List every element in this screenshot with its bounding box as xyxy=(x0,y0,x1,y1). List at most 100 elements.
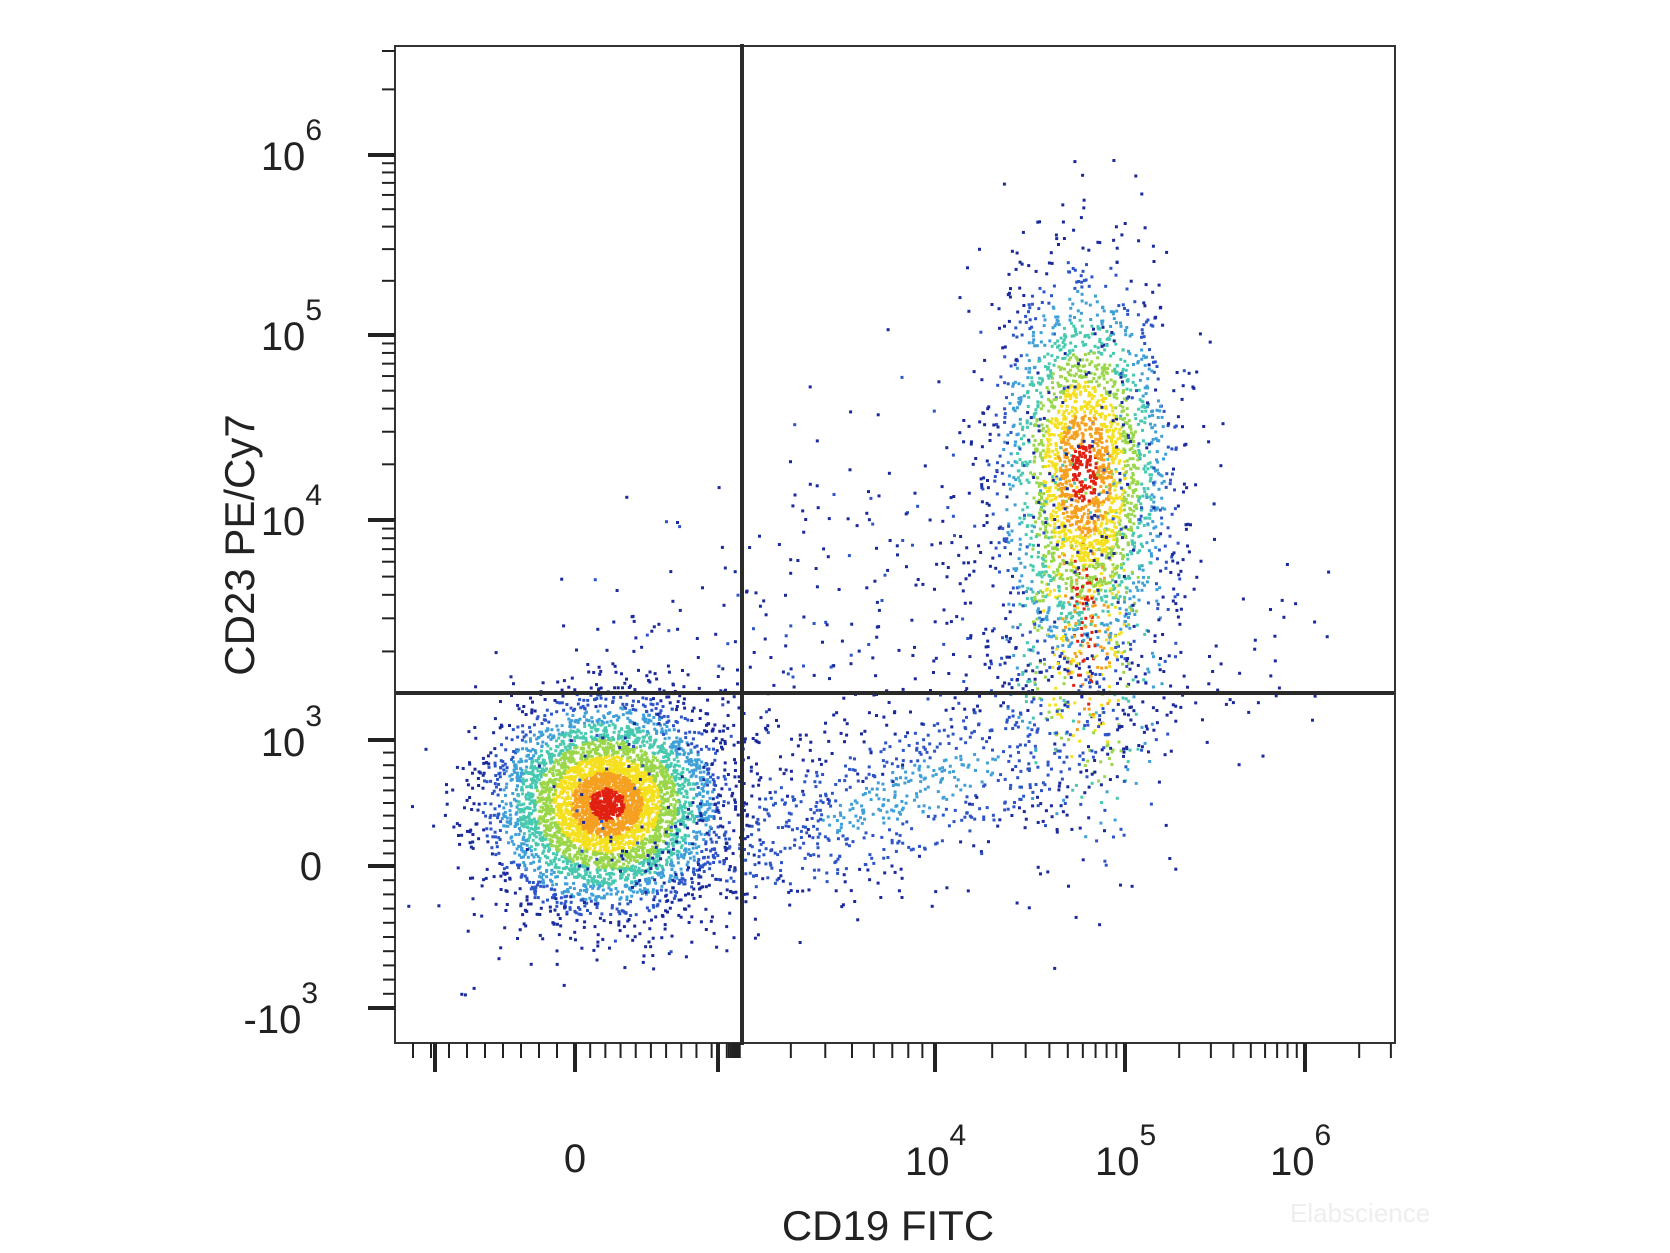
event-dot xyxy=(647,768,651,771)
event-dot xyxy=(707,829,711,833)
event-dot xyxy=(608,792,612,796)
event-dot xyxy=(529,902,533,906)
event-dot xyxy=(612,837,616,841)
event-dot xyxy=(636,834,640,838)
event-dot xyxy=(615,803,619,807)
event-dot xyxy=(695,868,699,872)
event-dot xyxy=(599,669,603,673)
event-dot xyxy=(633,870,637,874)
event-dot xyxy=(715,806,719,810)
event-dot xyxy=(621,707,625,711)
event-dot xyxy=(558,772,562,776)
event-dot xyxy=(525,867,529,871)
event-dot xyxy=(645,740,649,744)
event-dot xyxy=(661,813,665,817)
event-dot xyxy=(665,725,669,729)
event-dot xyxy=(611,855,615,859)
event-dot xyxy=(517,866,521,870)
event-dot xyxy=(672,744,676,748)
event-dot xyxy=(613,835,617,839)
event-dot xyxy=(525,898,529,902)
event-dot xyxy=(544,729,548,733)
event-dot xyxy=(632,747,636,751)
event-dot xyxy=(634,793,638,797)
event-dot xyxy=(723,845,727,849)
event-dot xyxy=(604,755,608,759)
event-dot xyxy=(532,733,536,737)
event-dot xyxy=(611,828,615,832)
event-dot xyxy=(655,855,659,859)
event-dot xyxy=(542,763,546,767)
event-dot xyxy=(621,686,624,690)
event-dot xyxy=(1072,431,1076,435)
event-dot xyxy=(633,768,637,772)
event-dot xyxy=(524,713,528,716)
event-dot xyxy=(625,898,629,902)
event-dot xyxy=(652,967,656,971)
event-dot xyxy=(557,795,561,799)
event-dot xyxy=(605,734,609,738)
event-dot xyxy=(566,888,570,891)
event-dot xyxy=(700,732,704,736)
event-dot xyxy=(628,812,632,816)
event-dot xyxy=(533,820,537,824)
event-dot xyxy=(512,682,515,686)
event-dot xyxy=(543,714,547,718)
event-dot xyxy=(670,860,674,864)
event-dot xyxy=(515,847,519,851)
event-dot xyxy=(659,825,663,829)
event-dot xyxy=(518,863,522,867)
event-dot xyxy=(652,824,656,828)
event-dot xyxy=(573,746,577,750)
event-dot xyxy=(636,806,640,810)
event-dot xyxy=(566,784,570,788)
event-dot xyxy=(683,907,686,911)
event-dot xyxy=(522,735,526,739)
event-dot xyxy=(593,698,596,702)
event-dot xyxy=(650,708,654,712)
event-dot xyxy=(615,835,619,839)
event-dot xyxy=(536,796,540,800)
event-dot xyxy=(647,731,651,735)
event-dot xyxy=(465,778,469,782)
event-dot xyxy=(533,829,537,832)
event-dot xyxy=(541,838,545,842)
event-dot xyxy=(580,810,584,814)
event-dot xyxy=(689,763,693,767)
event-dot xyxy=(635,741,639,745)
event-dot xyxy=(692,870,695,874)
event-dot xyxy=(607,787,611,791)
event-dot xyxy=(698,895,702,898)
event-dot xyxy=(637,700,640,704)
event-dot xyxy=(614,776,618,780)
event-dot xyxy=(658,835,661,839)
event-dot xyxy=(617,920,621,924)
event-dot xyxy=(629,765,633,769)
event-dot xyxy=(733,775,737,779)
event-dot xyxy=(530,711,534,715)
event-dot xyxy=(671,844,675,848)
event-dot xyxy=(596,862,600,866)
event-dot xyxy=(619,706,623,710)
event-dot xyxy=(631,849,635,853)
event-dot xyxy=(588,797,592,801)
event-dot xyxy=(505,736,509,740)
event-dot xyxy=(579,888,582,892)
event-dot xyxy=(523,807,527,811)
event-dot xyxy=(563,752,567,756)
event-dot xyxy=(638,772,642,776)
event-dot xyxy=(731,852,735,855)
event-dot xyxy=(596,940,600,944)
event-dot xyxy=(593,808,597,812)
event-dot xyxy=(652,785,655,788)
event-dot xyxy=(655,871,659,875)
event-dot xyxy=(484,814,488,818)
event-dot xyxy=(668,753,671,757)
event-dot xyxy=(521,836,525,840)
event-dot xyxy=(573,863,577,866)
event-dot xyxy=(583,824,587,828)
event-dot xyxy=(624,819,628,823)
event-dot xyxy=(611,867,615,871)
event-dot xyxy=(533,709,537,713)
event-dot xyxy=(608,798,611,802)
